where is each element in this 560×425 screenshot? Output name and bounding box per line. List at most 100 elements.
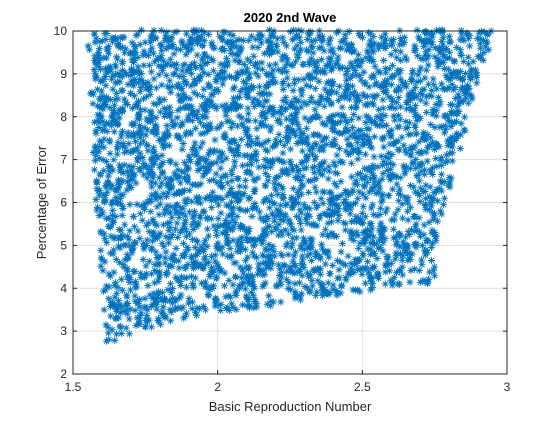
data-point <box>199 41 207 49</box>
data-point <box>460 36 468 45</box>
data-point <box>407 226 416 234</box>
data-point <box>439 201 448 209</box>
data-point <box>212 170 220 178</box>
data-point <box>321 226 330 234</box>
data-point <box>213 260 221 268</box>
data-point <box>392 137 400 145</box>
data-point <box>262 163 270 172</box>
data-point <box>338 63 347 72</box>
data-point <box>342 274 350 282</box>
data-point <box>200 37 209 45</box>
data-point <box>399 271 407 279</box>
data-point <box>368 144 376 152</box>
data-point <box>347 268 355 276</box>
data-point <box>317 43 325 51</box>
data-point <box>407 130 415 138</box>
data-point <box>389 225 398 233</box>
data-point <box>274 155 282 163</box>
data-point <box>367 204 375 212</box>
data-point <box>444 76 452 84</box>
data-point <box>447 138 456 146</box>
data-point <box>188 102 196 111</box>
data-point <box>93 178 101 186</box>
data-point <box>438 122 446 131</box>
data-point <box>336 65 344 73</box>
data-point <box>123 100 132 109</box>
data-point <box>168 184 176 192</box>
data-point <box>444 116 452 124</box>
data-point <box>177 273 186 281</box>
data-point <box>355 30 363 38</box>
data-point <box>347 159 355 167</box>
data-point <box>120 307 128 316</box>
data-point <box>193 110 201 119</box>
data-point <box>312 188 320 196</box>
data-point <box>95 62 103 71</box>
data-point <box>148 127 156 136</box>
data-point <box>479 36 488 44</box>
data-point <box>217 306 225 315</box>
data-point <box>461 69 470 78</box>
data-point <box>447 123 455 131</box>
data-point <box>303 35 312 44</box>
data-point <box>197 102 206 110</box>
data-point <box>432 143 441 151</box>
data-point <box>392 269 401 277</box>
data-point <box>225 138 233 147</box>
data-point <box>383 252 391 261</box>
data-point <box>144 78 152 86</box>
data-point <box>297 133 305 141</box>
data-point <box>423 143 432 151</box>
data-point <box>277 103 285 111</box>
data-point <box>268 77 276 85</box>
data-point <box>392 252 400 260</box>
data-point <box>363 125 371 133</box>
data-point <box>425 268 434 276</box>
data-point <box>255 163 263 171</box>
data-point <box>411 222 419 230</box>
data-point <box>256 140 264 148</box>
data-point <box>218 102 226 110</box>
data-point <box>347 103 356 112</box>
data-point <box>110 128 118 136</box>
data-point <box>112 255 120 264</box>
data-point <box>418 261 426 269</box>
data-point <box>242 168 250 177</box>
data-point <box>174 132 182 140</box>
data-point <box>256 36 264 44</box>
data-point <box>311 36 319 45</box>
data-point <box>219 184 227 192</box>
data-point <box>321 260 330 268</box>
y-tick-label: 8 <box>60 110 67 124</box>
data-point <box>410 183 418 191</box>
data-point <box>313 68 321 76</box>
data-point <box>389 185 397 193</box>
data-point <box>461 126 469 134</box>
data-point <box>344 150 353 159</box>
data-point <box>436 49 444 57</box>
data-point <box>117 309 125 317</box>
data-point <box>424 278 432 286</box>
data-point <box>232 73 241 82</box>
data-point <box>283 128 291 136</box>
data-point <box>428 138 436 146</box>
data-point <box>105 49 113 57</box>
data-point <box>429 164 437 172</box>
data-point <box>176 122 185 130</box>
data-point <box>311 74 319 82</box>
data-point <box>425 46 433 54</box>
data-point <box>396 185 404 193</box>
data-point <box>401 193 409 201</box>
data-point <box>405 231 414 239</box>
data-point <box>331 162 339 170</box>
data-point <box>152 189 160 197</box>
data-point <box>250 187 258 196</box>
data-point <box>117 87 125 95</box>
data-point <box>140 239 148 247</box>
data-point <box>354 56 362 65</box>
data-point <box>392 233 400 241</box>
data-point <box>382 87 390 95</box>
data-point <box>165 226 173 235</box>
data-point <box>448 133 456 141</box>
data-point <box>136 311 145 320</box>
